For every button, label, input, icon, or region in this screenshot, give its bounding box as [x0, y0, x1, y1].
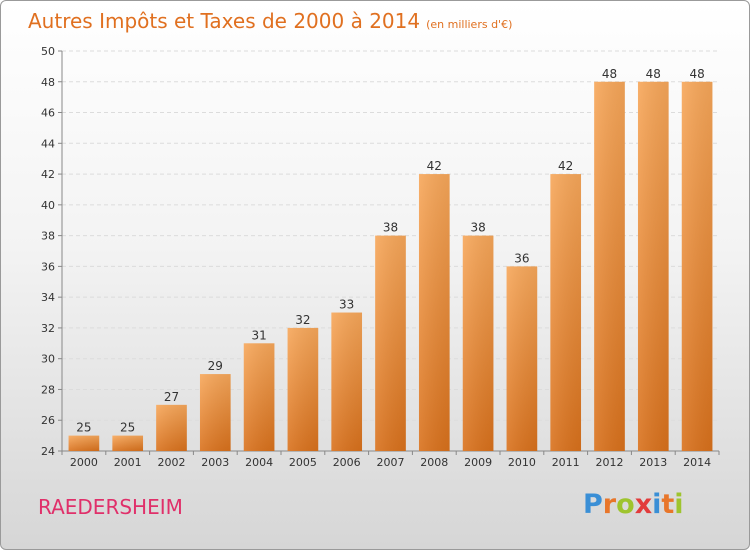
logo-letter: i	[652, 489, 662, 520]
tick-labels: 24 26 28 30 32 34 36 38 40 42 44 46 48 50 25 2000 25 2001…	[41, 45, 711, 469]
bar-value-label: 38	[470, 221, 485, 235]
bar-value-label: 38	[383, 221, 398, 235]
x-tick-label: 2002	[158, 456, 186, 469]
bar-shade	[199, 374, 231, 451]
bar-shade	[156, 404, 187, 451]
bar-shade	[243, 343, 275, 451]
bar-value-label: 32	[295, 313, 310, 327]
proxiti-logo: Proxiti	[583, 489, 684, 520]
logo-letter: r	[602, 489, 617, 520]
bar-value-label: 42	[558, 159, 573, 173]
bar-value-label: 33	[339, 298, 354, 312]
chart-title: Autres Impôts et Taxes de 2000 à 2014 (en…	[28, 9, 512, 33]
y-tick-label: 36	[41, 260, 55, 273]
x-tick-label: 2005	[289, 456, 317, 469]
bar-value-label: 36	[514, 251, 529, 265]
bar-value-label: 31	[251, 328, 266, 342]
bar-shade	[112, 435, 144, 451]
bar-shade	[462, 235, 494, 451]
x-tick-label: 2003	[201, 456, 229, 469]
y-tick-label: 46	[41, 107, 55, 120]
logo-letter: i	[674, 489, 684, 520]
bar-value-label: 42	[427, 159, 442, 173]
x-tick-label: 2006	[333, 456, 361, 469]
y-tick-label: 40	[41, 199, 55, 212]
bar-shade	[287, 327, 319, 451]
logo-letter: o	[616, 489, 635, 520]
x-tick-label: 2004	[245, 456, 273, 469]
y-tick-label: 50	[41, 45, 55, 58]
bar-shade	[594, 81, 625, 452]
y-tick-label: 44	[41, 137, 55, 150]
bar-shade	[681, 81, 713, 452]
x-tick-label: 2013	[639, 456, 667, 469]
x-tick-label: 2009	[464, 456, 492, 469]
y-tick-label: 42	[41, 168, 55, 181]
logo-letter: P	[583, 489, 603, 520]
y-tick-label: 26	[41, 414, 55, 427]
y-tick-label: 38	[41, 230, 55, 243]
bar-value-label: 48	[689, 67, 704, 81]
bar-shade	[418, 174, 450, 452]
bar-shade	[68, 435, 100, 451]
bar-shade	[331, 312, 363, 451]
bar-shade	[637, 81, 669, 452]
bar-shade	[375, 235, 406, 451]
x-tick-label: 2011	[552, 456, 580, 469]
y-tick-label: 34	[41, 291, 55, 304]
bars	[68, 81, 713, 452]
y-tick-label: 32	[41, 322, 55, 335]
x-tick-label: 2007	[377, 456, 405, 469]
x-tick-label: 2001	[114, 456, 142, 469]
commune-name: RAEDERSHEIM	[38, 495, 183, 519]
bar-value-label: 27	[164, 390, 179, 404]
y-tick-label: 24	[41, 445, 55, 458]
y-tick-label: 48	[41, 76, 55, 89]
x-tick-label: 2000	[70, 456, 98, 469]
x-tick-label: 2010	[508, 456, 536, 469]
x-tick-label: 2008	[420, 456, 448, 469]
y-tick-label: 30	[41, 353, 55, 366]
chart-title-text: Autres Impôts et Taxes de 2000 à 2014	[28, 9, 421, 33]
bar-value-label: 48	[602, 67, 617, 81]
chart-unit: (en milliers d'€)	[426, 18, 513, 31]
x-tick-label: 2014	[683, 456, 711, 469]
y-tick-label: 28	[41, 383, 55, 396]
bar-value-label: 29	[208, 359, 223, 373]
bar-value-label: 25	[120, 421, 135, 435]
logo-letter: t	[661, 489, 675, 520]
bar-value-label: 48	[646, 67, 661, 81]
bar-value-label: 25	[76, 421, 91, 435]
logo-letter: x	[634, 489, 653, 520]
bar-shade	[506, 266, 538, 451]
x-tick-label: 2012	[596, 456, 624, 469]
bar-shade	[550, 174, 582, 452]
